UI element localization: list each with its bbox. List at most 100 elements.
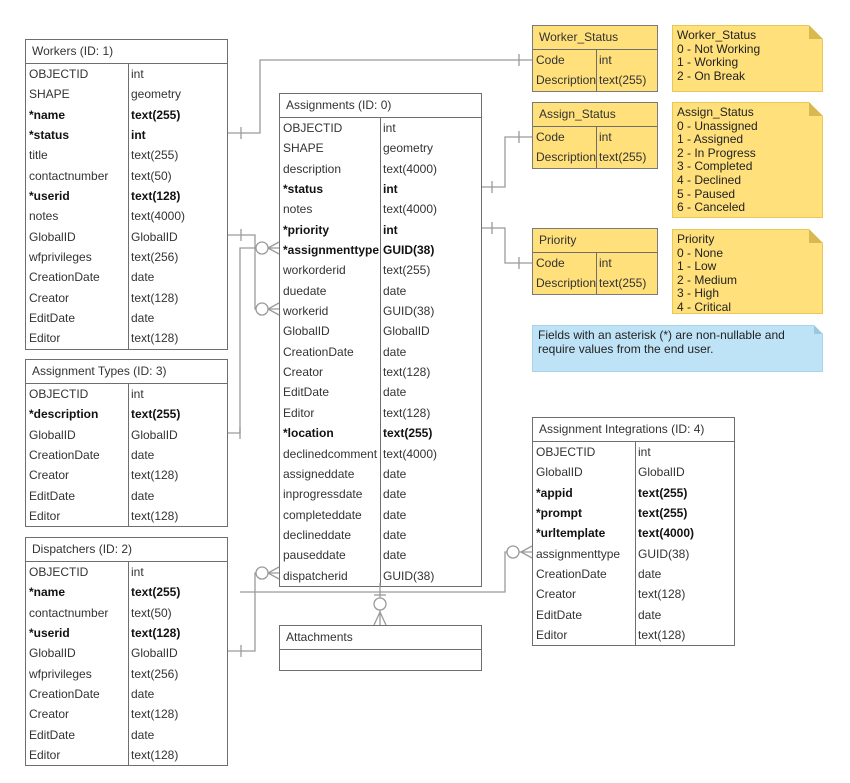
field-row: *appid text(255) bbox=[533, 483, 734, 503]
field-type: int bbox=[131, 387, 144, 401]
field-type: date bbox=[383, 507, 407, 522]
field-row: Code int bbox=[533, 253, 657, 273]
field-name: *userid bbox=[29, 626, 70, 641]
field-type: GlobalID bbox=[131, 427, 178, 442]
table-title: Assign_Status bbox=[533, 103, 657, 127]
priority-note: Priority 0 - None 1 - Low 2 - Medium 3 - Hig… bbox=[672, 229, 823, 314]
field-row: *userid text(128) bbox=[26, 186, 227, 206]
worker-status-note: Worker_Status 0 - Not Working 1 - Working 2… bbox=[672, 25, 823, 92]
field-row: Code int bbox=[533, 127, 657, 147]
table-title: Worker_Status bbox=[533, 26, 657, 50]
field-name: wfprivileges bbox=[29, 666, 92, 681]
field-type: text(128) bbox=[131, 748, 179, 763]
field-name: CreationDate bbox=[29, 270, 100, 285]
field-type: GUID(38) bbox=[638, 546, 690, 561]
field-name: Creator bbox=[29, 707, 70, 722]
field-name: workorderid bbox=[283, 263, 346, 278]
field-type: text(4000) bbox=[638, 526, 695, 541]
field-row: wfprivileges text(256) bbox=[26, 247, 227, 267]
field-row: duedate date bbox=[280, 281, 481, 301]
field-name: notes bbox=[283, 202, 313, 217]
field-row: workerid GUID(38) bbox=[280, 301, 481, 321]
field-type: GlobalID bbox=[638, 465, 685, 480]
note-line: 4 - Critical bbox=[677, 299, 732, 314]
field-row: Editor text(128) bbox=[280, 403, 481, 423]
note-line: 4 - Declined bbox=[677, 172, 742, 187]
field-type: text(255) bbox=[599, 276, 647, 291]
field-name: *appid bbox=[536, 485, 573, 500]
field-type: text(128) bbox=[131, 290, 179, 305]
field-type: date bbox=[383, 385, 407, 400]
note-line: 3 - Completed bbox=[677, 159, 753, 174]
field-type: text(128) bbox=[131, 509, 179, 524]
field-type: int bbox=[131, 67, 144, 81]
field-type: text(255) bbox=[638, 506, 688, 521]
field-row: workorderid text(255) bbox=[280, 260, 481, 280]
assign-status-note: Assign_Status 0 - Unassigned 1 - Assigned 2… bbox=[672, 102, 823, 218]
field-type: date bbox=[383, 527, 407, 542]
table-title: Attachments bbox=[280, 626, 481, 650]
column-divider bbox=[596, 253, 597, 294]
field-row: GlobalID GlobalID bbox=[26, 643, 227, 663]
field-row: Description text(255) bbox=[533, 273, 657, 293]
field-type: GlobalID bbox=[131, 229, 178, 244]
table-body: Code int Description text(255) bbox=[533, 253, 657, 294]
field-row: *name text(255) bbox=[26, 582, 227, 602]
field-name: GlobalID bbox=[29, 229, 76, 244]
field-name: *location bbox=[283, 426, 334, 441]
field-row: Editor text(128) bbox=[533, 625, 734, 645]
field-row: *status int bbox=[26, 125, 227, 145]
field-type: int bbox=[383, 182, 398, 197]
field-name: EditDate bbox=[536, 607, 583, 622]
note-fold bbox=[814, 325, 823, 334]
field-row: EditDate date bbox=[26, 725, 227, 745]
field-row: EditDate date bbox=[26, 486, 227, 506]
assign-status-table: Assign_Status Code int Description text(255) bbox=[532, 102, 658, 169]
field-name: OBJECTID bbox=[29, 67, 89, 81]
field-row: contactnumber text(50) bbox=[26, 166, 227, 186]
field-type: int bbox=[383, 222, 398, 237]
field-name: CreationDate bbox=[29, 687, 100, 702]
field-row: OBJECTID int bbox=[533, 442, 734, 462]
field-row: declineddate date bbox=[280, 525, 481, 545]
field-type: int bbox=[599, 130, 612, 144]
field-row: assignmenttype GUID(38) bbox=[533, 544, 734, 564]
column-divider bbox=[596, 50, 597, 91]
field-type: text(128) bbox=[383, 405, 431, 420]
field-row: wfprivileges text(256) bbox=[26, 664, 227, 684]
table-body: OBJECTID int *name text(255) contactnumber te… bbox=[26, 562, 227, 766]
table-title: Priority bbox=[533, 229, 657, 253]
field-row: *location text(255) bbox=[280, 423, 481, 443]
field-row: Description text(255) bbox=[533, 147, 657, 167]
field-name: notes bbox=[29, 209, 59, 224]
field-type: date bbox=[383, 548, 407, 563]
column-divider bbox=[596, 127, 597, 168]
note-line: 0 - Not Working bbox=[677, 41, 761, 56]
field-type: GUID(38) bbox=[383, 568, 435, 583]
column-divider bbox=[128, 562, 129, 766]
column-divider bbox=[128, 64, 129, 349]
field-type: text(128) bbox=[383, 365, 431, 380]
field-row: Description text(255) bbox=[533, 70, 657, 90]
field-type: text(128) bbox=[131, 626, 181, 641]
field-name: *description bbox=[29, 407, 99, 422]
field-type: text(255) bbox=[131, 407, 181, 422]
field-row: notes text(4000) bbox=[26, 206, 227, 226]
field-type: GUID(38) bbox=[383, 304, 435, 319]
assignments-integrations-link bbox=[240, 551, 532, 593]
field-type: text(255) bbox=[599, 73, 647, 88]
dispatchers-table: Dispatchers (ID: 2) OBJECTID int *name text(… bbox=[25, 537, 228, 767]
field-type: text(255) bbox=[131, 148, 179, 163]
note-line: Priority bbox=[677, 232, 715, 246]
field-row: EditDate date bbox=[280, 382, 481, 402]
field-name: *name bbox=[29, 107, 66, 122]
assignment-types-assignments-link bbox=[228, 247, 279, 434]
field-row: Creator text(128) bbox=[26, 704, 227, 724]
table-title: Assignments (ID: 0) bbox=[280, 94, 481, 118]
field-row: Code int bbox=[533, 50, 657, 70]
note-line: Assign_Status bbox=[677, 105, 754, 119]
field-type: text(128) bbox=[638, 628, 686, 643]
field-row: *userid text(128) bbox=[26, 623, 227, 643]
